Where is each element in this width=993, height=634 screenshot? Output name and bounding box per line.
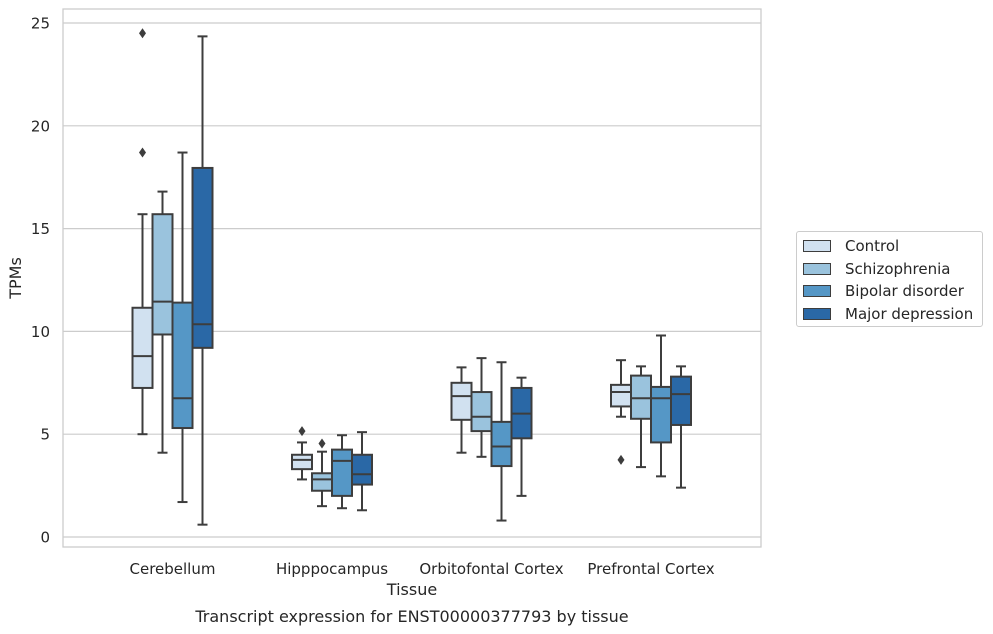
box-3-2 — [510, 376, 533, 497]
iqr-box — [351, 453, 373, 486]
x-tick-label: Orbitofontal Cortex — [419, 560, 563, 578]
x-tick-label: Cerebellum — [130, 560, 216, 578]
outlier-point — [617, 454, 625, 465]
legend-label: Bipolar disorder — [845, 282, 964, 301]
legend-swatch — [803, 240, 831, 253]
x-tick-labels: Cerebellum Hipppocampus Orbitofontal Corte… — [130, 560, 715, 578]
boxes-layer — [131, 28, 692, 526]
box-2-1 — [331, 434, 353, 510]
plot-frame — [62, 8, 762, 548]
box-2-3 — [650, 334, 672, 478]
legend-label: Schizophrenia — [845, 259, 951, 278]
y-tick-label: 25 — [31, 15, 50, 33]
iqr-box — [610, 383, 632, 408]
outlier-point — [139, 28, 146, 39]
outlier-point — [139, 147, 146, 158]
outlier-point — [298, 426, 306, 437]
outlier-point — [318, 438, 326, 449]
box-1-0 — [151, 190, 174, 454]
y-tick-label: 0 — [40, 529, 50, 547]
y-tick-label: 5 — [40, 426, 50, 444]
box-1-2 — [470, 357, 493, 458]
chart-title: Transcript expression for ENST0000037779… — [194, 607, 628, 626]
iqr-box — [670, 375, 692, 426]
legend-swatch — [803, 285, 831, 298]
iqr-box — [650, 385, 672, 444]
legend-swatch — [803, 307, 831, 320]
iqr-box — [311, 472, 333, 492]
iqr-box — [331, 448, 353, 497]
box-2-2 — [490, 361, 513, 522]
iqr-box — [490, 420, 513, 468]
box-3-0 — [191, 35, 214, 526]
y-tick-label: 20 — [31, 117, 50, 135]
legend-label: Control — [845, 237, 900, 256]
iqr-box — [151, 213, 174, 336]
iqr-box — [630, 374, 652, 420]
iqr-box — [191, 166, 214, 349]
box-0-2 — [450, 366, 473, 454]
box-0-1 — [291, 426, 313, 481]
y-tick-label: 15 — [31, 220, 50, 238]
legend-swatch — [803, 262, 831, 275]
box-1-1 — [311, 438, 333, 508]
x-axis-label: Tissue — [386, 580, 437, 599]
iqr-box — [171, 301, 194, 430]
box-2-0 — [171, 151, 194, 504]
box-3-3 — [670, 365, 692, 489]
box-1-3 — [630, 365, 652, 469]
x-tick-label: Hipppocampus — [276, 560, 388, 578]
legend-item: Control — [803, 235, 982, 258]
legend: Control Schizophrenia Bipolar disorder Majo… — [796, 231, 983, 327]
legend-item: Major depression — [803, 303, 982, 326]
iqr-box — [470, 391, 493, 433]
iqr-box — [291, 453, 313, 471]
box-0-3 — [610, 359, 632, 465]
y-tick-labels: 0 5 10 15 20 25 — [31, 15, 50, 547]
box-3-1 — [351, 431, 373, 512]
y-axis-label: TPMs — [6, 257, 25, 300]
legend-label: Major depression — [845, 304, 974, 323]
x-tick-label: Prefrontal Cortex — [587, 560, 714, 578]
legend-item: Bipolar disorder — [803, 280, 982, 303]
iqr-box — [450, 381, 473, 421]
y-tick-label: 10 — [31, 323, 50, 341]
box-0-0 — [131, 28, 154, 436]
legend-item: Schizophrenia — [803, 258, 982, 281]
iqr-box — [131, 306, 154, 389]
